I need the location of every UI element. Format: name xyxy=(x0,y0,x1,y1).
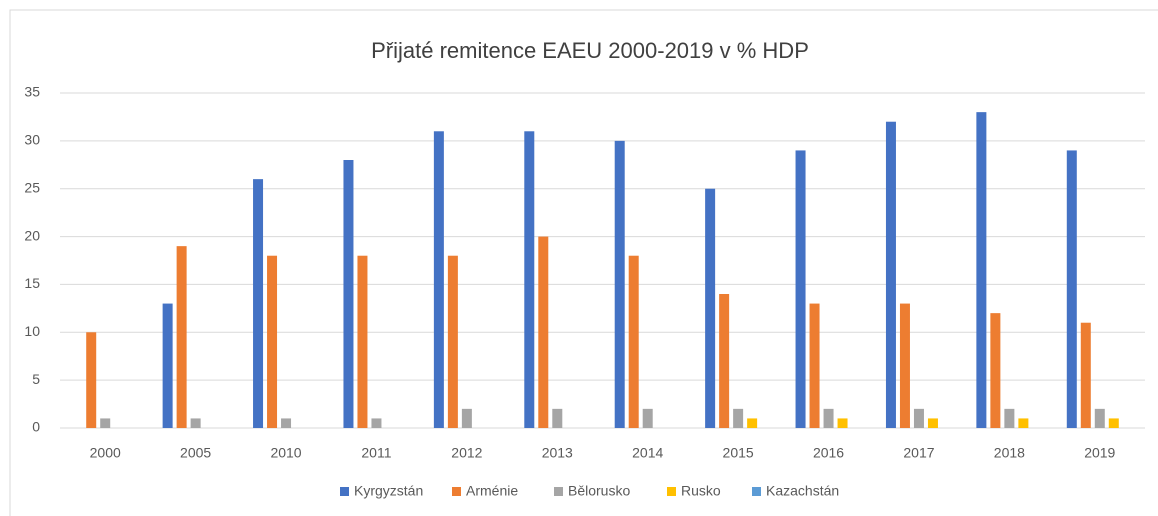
legend-swatch xyxy=(554,487,563,496)
bar xyxy=(1094,408,1105,428)
bar xyxy=(927,418,938,428)
bar xyxy=(176,246,187,428)
y-tick-label: 30 xyxy=(24,132,40,148)
bar xyxy=(100,418,111,428)
bar xyxy=(1108,418,1119,428)
bar xyxy=(162,303,173,428)
legend-swatch xyxy=(667,487,676,496)
bar xyxy=(1018,418,1029,428)
bar xyxy=(357,255,368,428)
bar xyxy=(705,188,716,428)
y-tick-label: 5 xyxy=(32,371,40,387)
bar xyxy=(1080,322,1091,428)
bar xyxy=(538,236,549,428)
bar xyxy=(913,408,924,428)
bar xyxy=(809,303,820,428)
bar xyxy=(642,408,653,428)
legend-swatch xyxy=(340,487,349,496)
bar xyxy=(837,418,848,428)
x-tick-label: 2011 xyxy=(361,445,391,461)
y-tick-label: 10 xyxy=(24,323,40,339)
bar xyxy=(795,150,806,428)
bar xyxy=(267,255,278,428)
bar xyxy=(281,418,292,428)
bar xyxy=(524,131,535,429)
bar xyxy=(614,140,625,428)
legend-label: Arménie xyxy=(466,483,518,499)
bar xyxy=(628,255,639,428)
x-tick-label: 2018 xyxy=(994,445,1025,461)
x-tick-label: 2013 xyxy=(542,445,573,461)
x-tick-label: 2010 xyxy=(270,445,301,461)
bar xyxy=(976,112,987,429)
bar xyxy=(733,408,744,428)
y-tick-label: 0 xyxy=(32,419,40,435)
x-tick-label: 2017 xyxy=(903,445,934,461)
bar xyxy=(990,313,1001,428)
legend-label: Bělorusko xyxy=(568,483,630,499)
bar xyxy=(1004,408,1015,428)
bar xyxy=(823,408,834,428)
bar xyxy=(253,179,264,428)
legend-swatch xyxy=(452,487,461,496)
y-tick-label: 15 xyxy=(24,275,40,291)
legend-label: Kyrgyzstán xyxy=(354,483,423,499)
x-tick-label: 2005 xyxy=(180,445,211,461)
bar xyxy=(552,408,563,428)
bar xyxy=(461,408,472,428)
bar xyxy=(899,303,910,428)
x-tick-label: 2014 xyxy=(632,445,663,461)
bar xyxy=(719,294,730,428)
bar xyxy=(747,418,758,428)
y-tick-label: 35 xyxy=(24,84,40,100)
legend-label: Kazachstán xyxy=(766,483,839,499)
x-tick-label: 2019 xyxy=(1084,445,1115,461)
x-tick-label: 2012 xyxy=(451,445,482,461)
bar xyxy=(86,332,97,428)
x-tick-label: 2000 xyxy=(90,445,121,461)
bar xyxy=(885,121,896,428)
bar xyxy=(190,418,201,428)
y-tick-label: 20 xyxy=(24,227,40,243)
chart-frame xyxy=(9,9,1158,516)
y-tick-label: 25 xyxy=(24,179,40,195)
bar xyxy=(1066,150,1077,428)
bar xyxy=(371,418,382,428)
bar xyxy=(343,160,354,428)
bar xyxy=(447,255,458,428)
x-tick-label: 2015 xyxy=(723,445,754,461)
legend-label: Rusko xyxy=(681,483,721,499)
bar xyxy=(433,131,444,429)
x-tick-label: 2016 xyxy=(813,445,844,461)
chart-title: Přijaté remitence EAEU 2000-2019 v % HDP xyxy=(371,38,809,63)
legend-swatch xyxy=(752,487,761,496)
